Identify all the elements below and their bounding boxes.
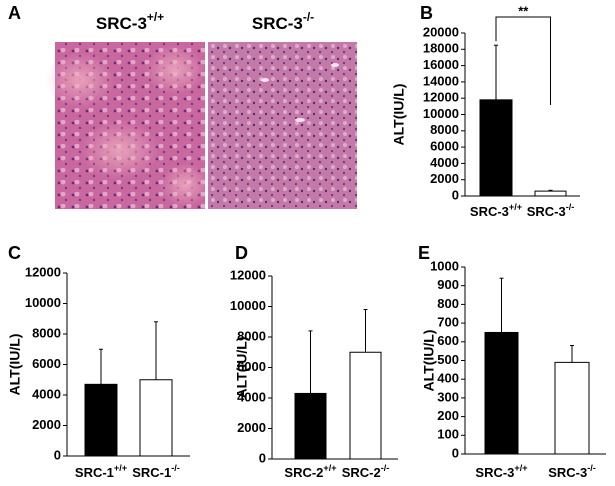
y-tick-label: 20000: [423, 24, 459, 39]
x-tick-label: SRC-2-/-: [342, 463, 390, 480]
y-tick-label: 0: [452, 445, 459, 460]
y-tick-label: 400: [437, 371, 459, 386]
y-tick-label: 0: [259, 450, 266, 465]
y-tick-label: 200: [437, 408, 459, 423]
y-tick-label: 6000: [32, 356, 61, 371]
y-tick-label: 0: [452, 187, 459, 202]
y-tick-label: 8000: [430, 122, 459, 137]
y-tick-label: 12000: [25, 264, 61, 279]
y-tick-label: 12000: [423, 90, 459, 105]
y-axis-label: ALT(IU/L): [234, 337, 250, 399]
x-tick-label: SRC-1+/+: [75, 463, 127, 480]
y-tick-label: 2000: [237, 420, 266, 435]
y-tick-label: 700: [437, 315, 459, 330]
panel-label: D: [235, 243, 248, 263]
y-tick-label: 300: [437, 389, 459, 404]
significance-bracket: [495, 16, 551, 105]
y-tick-label: 800: [437, 296, 459, 311]
x-tick-label: SRC-3+/+: [475, 463, 527, 480]
bar: [349, 351, 382, 460]
y-tick-label: 6000: [237, 359, 266, 374]
y-tick-label: 6000: [430, 139, 459, 154]
significance-label: **: [518, 3, 529, 18]
bar: [534, 190, 567, 197]
y-tick-label: 100: [437, 427, 459, 442]
y-tick-label: 8000: [32, 325, 61, 340]
image-title: SRC-3-/-: [252, 10, 314, 33]
bar: [84, 383, 118, 457]
y-tick-label: 4000: [237, 389, 266, 404]
x-tick-label: SRC-3-/-: [527, 202, 575, 219]
x-tick-label: SRC-3-/-: [548, 463, 596, 480]
panel-label: A: [8, 3, 21, 23]
y-tick-label: 900: [437, 277, 459, 292]
bar: [479, 99, 513, 197]
y-tick-label: 18000: [423, 41, 459, 56]
x-tick-label: SRC-3+/+: [470, 202, 522, 219]
y-tick-label: 10000: [423, 106, 459, 121]
y-tick-label: 600: [437, 333, 459, 348]
y-tick-label: 4000: [32, 386, 61, 401]
panel-label: E: [418, 243, 430, 263]
y-tick-label: 2000: [430, 171, 459, 186]
y-tick-label: 14000: [423, 73, 459, 88]
y-tick-label: 12000: [230, 267, 266, 282]
x-tick-label: SRC-1-/-: [132, 463, 180, 480]
bar: [484, 331, 519, 455]
y-tick-label: 16000: [423, 57, 459, 72]
y-tick-label: 4000: [430, 155, 459, 170]
y-tick-label: 1000: [430, 258, 459, 273]
histology-left: [45, 42, 210, 209]
y-tick-label: 8000: [237, 328, 266, 343]
bar: [554, 361, 590, 455]
y-tick-label: 0: [54, 447, 61, 462]
panel-label: B: [420, 3, 433, 23]
y-axis-label: ALT(IU/L): [421, 330, 437, 392]
y-tick-label: 2000: [32, 417, 61, 432]
y-tick-label: 10000: [25, 295, 61, 310]
y-tick-label: 500: [437, 352, 459, 367]
image-title: SRC-3+/+: [96, 10, 164, 33]
y-axis-label: ALT(IU/L): [391, 84, 407, 146]
y-axis-label: ALT(IU/L): [7, 334, 23, 396]
y-tick-label: 10000: [230, 298, 266, 313]
bar: [139, 379, 173, 457]
panel-label: C: [8, 243, 21, 263]
bar: [294, 392, 327, 460]
histology-right: [208, 42, 357, 209]
x-tick-label: SRC-2+/+: [284, 463, 336, 480]
